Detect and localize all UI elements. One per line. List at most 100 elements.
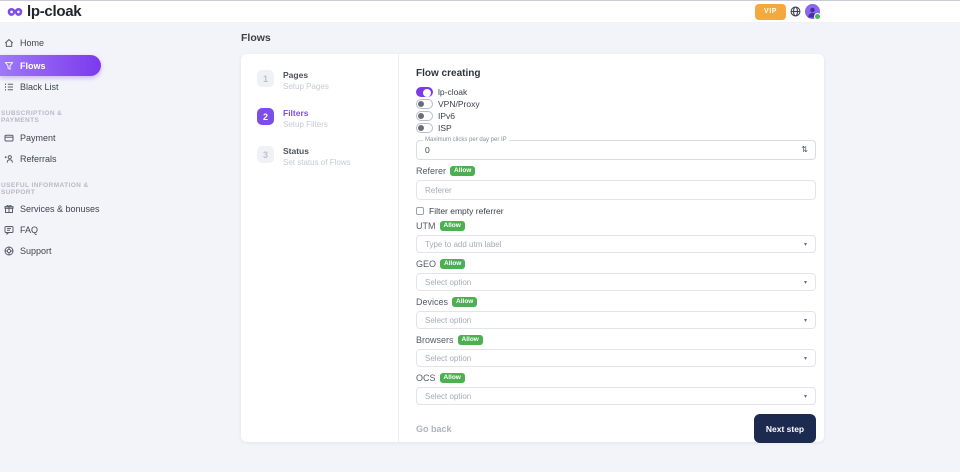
browsers-label: Browsers bbox=[416, 335, 454, 345]
number-spinner-icon[interactable]: ⇅ bbox=[801, 145, 808, 154]
page-title: Flows bbox=[241, 32, 271, 44]
referer-input[interactable] bbox=[416, 180, 816, 200]
ocs-label: OCS bbox=[416, 373, 436, 383]
online-status-dot bbox=[814, 13, 821, 20]
step-filters[interactable]: 2 Filters Setup Filters bbox=[257, 108, 398, 129]
ocs-label-row: OCS Allow bbox=[416, 372, 816, 384]
sidebar-item-flows[interactable]: Flows bbox=[0, 55, 101, 76]
utm-label-row: UTM Allow bbox=[416, 220, 816, 232]
sidebar-section-header: Useful information & support bbox=[0, 182, 100, 196]
geo-select-placeholder: Select option bbox=[425, 277, 472, 287]
step-subtitle: Setup Filters bbox=[283, 120, 328, 129]
life-ring-icon bbox=[4, 246, 14, 256]
chevron-down-icon: ▾ bbox=[803, 393, 807, 400]
step-status[interactable]: 3 Status Set status of Flows bbox=[257, 146, 398, 167]
step-title: Pages bbox=[283, 70, 309, 80]
referer-label: Referer bbox=[416, 166, 447, 176]
bottom-strip bbox=[0, 472, 960, 475]
step-pages[interactable]: 1 Pages Setup Pages bbox=[257, 70, 398, 91]
sidebar-item-support[interactable]: Support bbox=[0, 245, 100, 257]
ocs-select-placeholder: Select option bbox=[425, 391, 472, 401]
toggle-label: IPv6 bbox=[438, 110, 456, 121]
sidebar: Home Flows Black List Subscription & Pay… bbox=[0, 23, 101, 475]
form-footer: Go back Next step bbox=[416, 414, 816, 443]
step-title: Status bbox=[283, 146, 309, 156]
logo[interactable]: lp-cloak bbox=[7, 3, 82, 20]
vip-button[interactable]: VIP bbox=[755, 3, 786, 20]
max-clicks-field: Maximum clicks per day per IP ⇅ bbox=[416, 137, 816, 160]
toggle-label: lp-cloak bbox=[438, 86, 468, 97]
checkbox-label: Filter empty referrer bbox=[429, 205, 504, 216]
sidebar-item-label: Referrals bbox=[20, 154, 57, 164]
flows-funnel-icon bbox=[4, 61, 14, 70]
devices-label-row: Devices Allow bbox=[416, 296, 816, 308]
chevron-down-icon: ▾ bbox=[803, 355, 807, 362]
toggle-label: ISP bbox=[438, 122, 452, 133]
topbar: lp-cloak VIP bbox=[0, 1, 960, 23]
step-subtitle: Setup Pages bbox=[283, 82, 329, 91]
devices-select[interactable]: Select option ▾ bbox=[416, 311, 816, 329]
list-icon bbox=[5, 83, 13, 91]
toggle-group: lp-cloak VPN/Proxy IPv6 ISP bbox=[416, 86, 816, 133]
devices-label: Devices bbox=[416, 297, 449, 307]
sidebar-item-black-list[interactable]: Black List bbox=[0, 81, 100, 93]
sidebar-item-label: FAQ bbox=[20, 225, 39, 235]
utm-select[interactable]: Type to add utm label ▾ bbox=[416, 235, 816, 253]
sidebar-item-label: Support bbox=[20, 246, 52, 256]
utm-allow-badge[interactable]: Allow bbox=[439, 220, 465, 232]
sidebar-item-label: Home bbox=[20, 38, 45, 48]
flow-creating-form: Flow creating lp-cloak VPN/Proxy IPv6 bbox=[399, 54, 824, 443]
chevron-down-icon: ▾ bbox=[803, 241, 807, 248]
go-back-link[interactable]: Go back bbox=[416, 423, 452, 434]
devices-select-placeholder: Select option bbox=[425, 315, 472, 325]
sidebar-item-home[interactable]: Home bbox=[0, 37, 100, 49]
toggle-row-lp-cloak: lp-cloak bbox=[416, 86, 816, 97]
geo-select[interactable]: Select option ▾ bbox=[416, 273, 816, 291]
topbar-right-group: VIP bbox=[755, 3, 821, 20]
filter-empty-referrer-row[interactable]: Filter empty referrer bbox=[416, 205, 816, 216]
section-header-label: Subscription & Payments bbox=[1, 110, 63, 124]
sidebar-item-label: Payment bbox=[20, 133, 56, 143]
gift-icon bbox=[4, 204, 14, 213]
step-number: 2 bbox=[257, 108, 274, 125]
lp-cloak-toggle[interactable] bbox=[416, 86, 433, 97]
browsers-allow-badge[interactable]: Allow bbox=[457, 334, 483, 346]
next-step-button[interactable]: Next step bbox=[754, 414, 816, 443]
max-clicks-input[interactable] bbox=[425, 141, 764, 159]
sidebar-item-services-bonuses[interactable]: Services & bonuses bbox=[0, 203, 100, 215]
referer-allow-badge[interactable]: Allow bbox=[450, 165, 476, 177]
ocs-allow-badge[interactable]: Allow bbox=[439, 372, 465, 384]
filter-empty-referrer-checkbox[interactable] bbox=[416, 206, 424, 215]
sidebar-item-label: Flows bbox=[20, 60, 46, 71]
sidebar-item-label: Services & bonuses bbox=[20, 204, 100, 214]
user-avatar[interactable] bbox=[805, 4, 821, 20]
sidebar-item-faq[interactable]: FAQ bbox=[0, 224, 100, 236]
step-number: 3 bbox=[257, 146, 274, 163]
step-number: 1 bbox=[257, 70, 274, 87]
toggle-row-vpn-proxy: VPN/Proxy bbox=[416, 98, 816, 109]
sidebar-item-payment[interactable]: Payment bbox=[0, 132, 100, 144]
isp-toggle[interactable] bbox=[416, 122, 433, 133]
vpn-proxy-toggle[interactable] bbox=[416, 98, 433, 109]
sidebar-item-referrals[interactable]: Referrals bbox=[0, 153, 100, 165]
step-subtitle: Set status of Flows bbox=[283, 158, 351, 167]
chevron-down-icon: ▾ bbox=[803, 279, 807, 286]
geo-label-row: GEO Allow bbox=[416, 258, 816, 270]
sidebar-item-label: Black List bbox=[20, 82, 59, 92]
devices-allow-badge[interactable]: Allow bbox=[452, 296, 478, 308]
language-globe-icon[interactable] bbox=[790, 6, 801, 17]
sidebar-section-header: Subscription & Payments bbox=[0, 110, 100, 124]
geo-allow-badge[interactable]: Allow bbox=[440, 258, 466, 270]
stepper: 1 Pages Setup Pages 2 Filters Setup Filt… bbox=[241, 54, 399, 442]
browsers-select[interactable]: Select option ▾ bbox=[416, 349, 816, 367]
utm-label: UTM bbox=[416, 221, 436, 231]
mask-logo-icon bbox=[7, 7, 23, 16]
logo-text: lp-cloak bbox=[27, 3, 82, 20]
credit-card-icon bbox=[4, 134, 14, 142]
ocs-select[interactable]: Select option ▾ bbox=[416, 387, 816, 405]
ipv6-toggle[interactable] bbox=[416, 110, 433, 121]
faq-chat-icon bbox=[4, 226, 14, 235]
form-heading: Flow creating bbox=[416, 68, 481, 79]
browsers-label-row: Browsers Allow bbox=[416, 334, 816, 346]
